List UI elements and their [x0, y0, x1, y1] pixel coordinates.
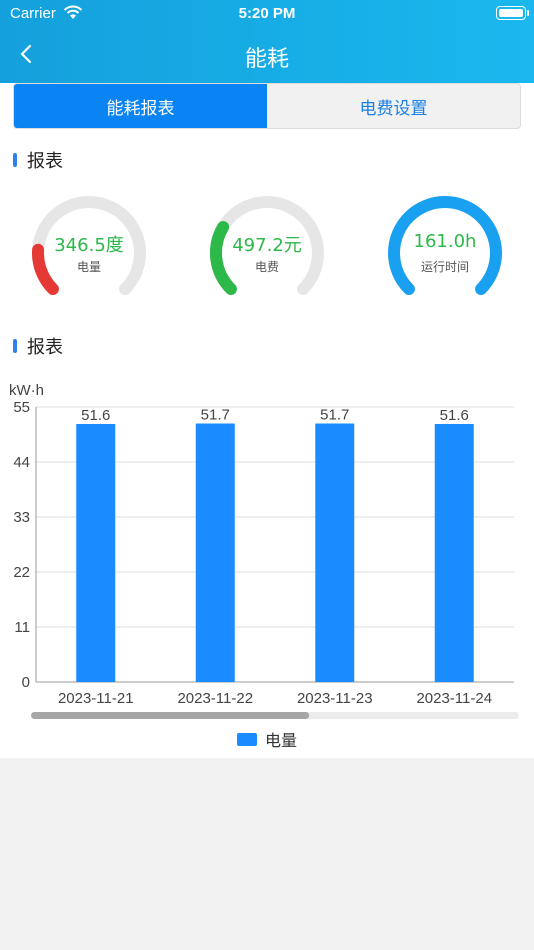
tab-energy-report[interactable]: 能耗报表 [14, 84, 267, 128]
gauge-cost-label: 电费 [254, 260, 279, 274]
carrier-label: Carrier [10, 5, 56, 22]
chart-title-text: 报表 [27, 337, 63, 358]
status-bar: Carrier 5:20 PM [0, 0, 534, 28]
tab-bar: 能耗报表 电费设置 [13, 83, 521, 129]
chart-scroll-thumb[interactable] [31, 712, 310, 719]
gauge-energy-value: 346.5度 [54, 235, 124, 256]
y-tick-label: 22 [13, 564, 30, 581]
gauge-energy: 346.5度 电量 [27, 191, 151, 301]
x-tick-label: 2023-11-24 [416, 690, 492, 707]
bar-chart-svg: kW·h 0 11 22 33 44 55 51.6 2023-11-21 51.7 2023-11… [9, 382, 519, 719]
summary-title-text: 报表 [27, 151, 63, 172]
y-tick-label: 44 [13, 454, 30, 471]
page-title: 能耗 [244, 47, 289, 72]
gauge-progress [32, 243, 59, 296]
wifi-icon [63, 5, 83, 24]
y-tick-label: 33 [13, 509, 30, 526]
data-label: 51.7 [320, 407, 349, 424]
section-marker [13, 153, 17, 167]
gauge-runtime-ring [388, 196, 502, 296]
x-tick-label: 2023-11-21 [58, 690, 134, 707]
y-tick-label: 55 [13, 399, 30, 416]
y-tick-label: 11 [14, 619, 30, 636]
chart-section-title: 报表 [13, 333, 63, 359]
app-header: Carrier 5:20 PM 能耗 [0, 0, 534, 83]
gauge-progress [388, 196, 502, 296]
gauge-progress [210, 221, 237, 296]
summary-section-title: 报表 [13, 147, 63, 173]
x-tick-label: 2023-11-23 [297, 690, 373, 707]
bar [195, 423, 235, 682]
bar-chart: kW·h 0 11 22 33 44 55 51.6 2023-11-21 51.7 2023-11… [0, 373, 534, 758]
battery-icon [496, 6, 529, 20]
gauge-cost: 497.2元 电费 [205, 191, 329, 301]
bar [434, 424, 474, 682]
chevron-left-icon [20, 44, 32, 64]
gauge-runtime: 161.0h 运行时间 [383, 191, 507, 301]
legend-label: 电量 [265, 731, 298, 750]
section-marker [13, 339, 17, 353]
data-label: 51.6 [440, 407, 469, 424]
data-label: 51.6 [81, 407, 110, 424]
x-tick-label: 2023-11-22 [177, 690, 253, 707]
bar [76, 424, 116, 682]
gauge-energy-ring [32, 196, 146, 296]
y-axis-label: kW·h [9, 382, 44, 399]
gauge-runtime-value: 161.0h [413, 231, 477, 252]
gauge-cost-ring [210, 196, 324, 296]
chart-legend[interactable]: 电量 [237, 727, 297, 751]
y-tick-label: 0 [22, 674, 30, 691]
back-button[interactable] [12, 40, 42, 70]
status-time: 5:20 PM [238, 5, 296, 22]
bar [315, 423, 355, 682]
report-panel: 能耗报表 电费设置 报表 346.5度 电量 497.2元 电费 161.0h … [0, 83, 534, 758]
data-label: 51.7 [201, 407, 230, 424]
gauge-cost-value: 497.2元 [232, 235, 302, 256]
gauge-energy-label: 电量 [76, 260, 101, 274]
gauge-runtime-label: 运行时间 [420, 260, 469, 274]
legend-swatch [237, 732, 257, 746]
tab-electricity-settings[interactable]: 电费设置 [359, 98, 428, 119]
